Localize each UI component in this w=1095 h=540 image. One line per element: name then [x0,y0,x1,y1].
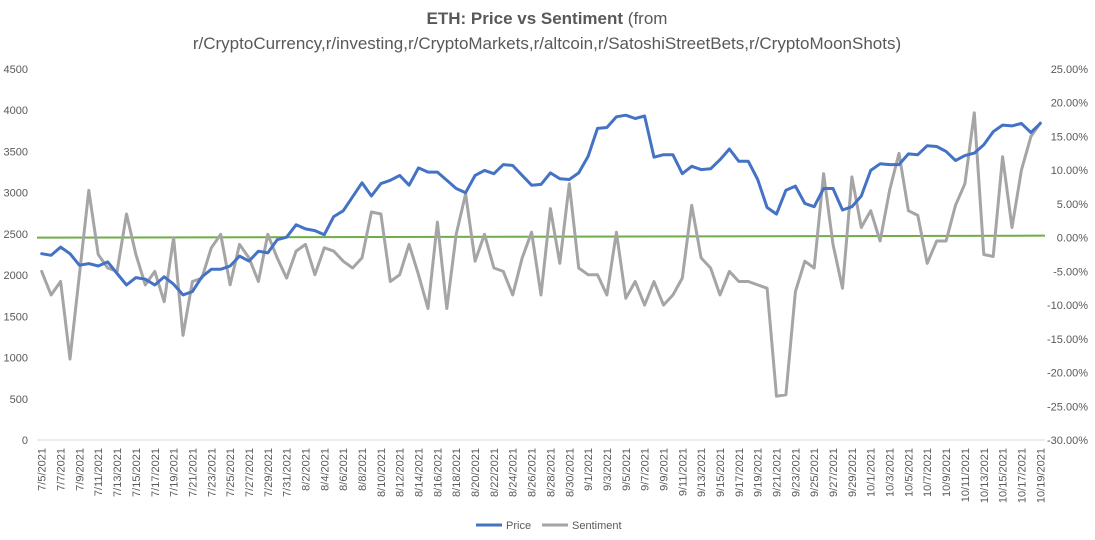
x-axis-tick-label: 8/20/2021 [470,448,482,497]
x-axis-tick-label: 9/5/2021 [621,448,633,491]
chart-title-line2: r/CryptoCurrency,r/investing,r/CryptoMar… [193,34,901,53]
x-axis-tick-label: 8/30/2021 [564,448,576,497]
x-axis-tick-label: 7/13/2021 [112,448,124,497]
x-axis-tick-label: 7/11/2021 [93,448,105,496]
right-axis-tick-label: -10.00% [1047,300,1088,312]
x-axis-tick-label: 7/15/2021 [131,448,143,497]
x-axis-tick-label: 9/19/2021 [753,448,765,497]
x-axis: 7/5/2021 7/7/2021 7/9/2021 7/11/2021 7/13/20… [37,439,1047,503]
right-y-axis: -30.00% -25.00% -20.00% -15.00% -10.00% -5.00… [1047,64,1088,447]
x-axis-tick-label: 10/1/2021 [866,448,878,497]
right-axis-tick-label: -25.00% [1047,401,1088,413]
left-y-axis: 0 500 1000 1500 2000 2500 3000 3500 4000 4500 [4,64,28,447]
x-axis-tick-label: 9/23/2021 [790,448,802,497]
x-axis-tick-label: 8/14/2021 [414,448,426,497]
x-axis-tick-label: 10/7/2021 [922,448,934,497]
legend-price-label: Price [506,520,531,532]
x-axis-tick-label: 8/24/2021 [508,448,520,497]
right-axis-tick-label: 5.00% [1057,199,1088,211]
left-axis-tick-label: 1500 [4,311,28,323]
x-axis-tick-label: 7/17/2021 [150,448,162,497]
x-axis-tick-label: 9/9/2021 [658,448,670,491]
x-axis-tick-label: 10/5/2021 [903,448,915,497]
x-axis-tick-label: 10/9/2021 [941,448,953,497]
x-axis-tick-label: 10/19/2021 [1035,448,1047,503]
x-axis-tick-label: 8/16/2021 [432,448,444,497]
x-axis-tick-label: 9/21/2021 [772,448,784,497]
x-axis-tick-label: 8/26/2021 [527,448,539,497]
left-axis-tick-label: 2500 [4,229,28,241]
x-axis-tick-label: 7/29/2021 [263,448,275,497]
right-axis-tick-label: 25.00% [1051,64,1089,76]
x-axis-tick-label: 9/1/2021 [583,448,595,491]
x-axis-tick-label: 7/27/2021 [244,448,256,497]
right-axis-tick-label: 10.00% [1051,165,1089,177]
x-axis-tick-label: 8/2/2021 [300,448,312,491]
x-axis-tick-label: 8/22/2021 [489,448,501,497]
x-axis-tick-label: 9/27/2021 [828,448,840,497]
series-line-sentiment [40,111,1042,398]
x-axis-tick-label: 8/6/2021 [338,448,350,491]
left-axis-tick-label: 3000 [4,188,28,200]
x-axis-tick-label: 9/29/2021 [847,448,859,497]
right-axis-tick-label: -20.00% [1047,368,1088,380]
x-axis-tick-label: 10/3/2021 [885,448,897,497]
x-axis-tick-label: 10/11/2021 [960,448,972,502]
x-axis-tick-label: 9/3/2021 [602,448,614,491]
x-axis-tick-label: 9/15/2021 [715,448,727,497]
x-axis-tick-label: 7/7/2021 [56,448,68,491]
x-axis-tick-label: 9/13/2021 [696,448,708,497]
chart-title-bold: ETH: Price vs Sentiment [427,9,624,28]
x-axis-tick-label: 8/8/2021 [357,448,369,491]
left-axis-tick-label: 4000 [4,105,28,117]
x-axis-tick-label: 7/23/2021 [206,448,218,497]
x-axis-tick-label: 9/11/2021 [677,448,689,496]
chart-title-line1: ETH: Price vs Sentiment (from [427,9,668,28]
x-axis-tick-label: 10/13/2021 [979,448,991,503]
left-axis-tick-label: 500 [10,394,28,406]
right-axis-tick-label: -5.00% [1053,266,1088,278]
x-axis-tick-label: 8/4/2021 [319,448,331,491]
x-axis-tick-label: 8/18/2021 [451,448,463,497]
right-axis-tick-label: 15.00% [1051,131,1089,143]
left-axis-tick-label: 4500 [4,64,28,76]
x-axis-tick-label: 7/31/2021 [282,448,294,497]
right-axis-tick-label: 0.00% [1057,233,1088,245]
left-axis-tick-label: 1000 [4,353,28,365]
x-axis-tick-label: 8/28/2021 [545,448,557,497]
left-axis-tick-label: 0 [22,435,28,447]
x-axis-tick-label: 7/21/2021 [187,448,199,497]
x-axis-tick-label: 7/25/2021 [225,448,237,497]
right-axis-tick-label: -15.00% [1047,334,1088,346]
zero-sentiment-line [36,234,1046,239]
x-axis-tick-label: 9/17/2021 [734,448,746,497]
left-axis-tick-label: 3500 [4,146,28,158]
x-axis-tick-label: 7/5/2021 [37,448,49,491]
x-axis-tick-label: 10/15/2021 [998,448,1010,503]
x-axis-tick-label: 9/7/2021 [640,448,652,491]
x-axis-tick-label: 10/17/2021 [1016,448,1028,503]
right-axis-tick-label: -30.00% [1047,435,1088,447]
right-axis-tick-label: 20.00% [1051,98,1089,110]
legend: Price Sentiment [476,520,622,532]
x-axis-tick-label: 8/10/2021 [376,448,388,497]
chart-title-rest: (from [623,9,667,28]
left-axis-tick-label: 2000 [4,270,28,282]
legend-sentiment-label: Sentiment [572,520,622,532]
x-axis-tick-label: 9/25/2021 [809,448,821,497]
series-layer [40,111,1042,398]
series-line-price [40,113,1042,297]
x-axis-tick-label: 8/12/2021 [395,448,407,497]
x-axis-tick-label: 7/9/2021 [74,448,86,491]
x-axis-tick-label: 7/19/2021 [169,448,181,497]
